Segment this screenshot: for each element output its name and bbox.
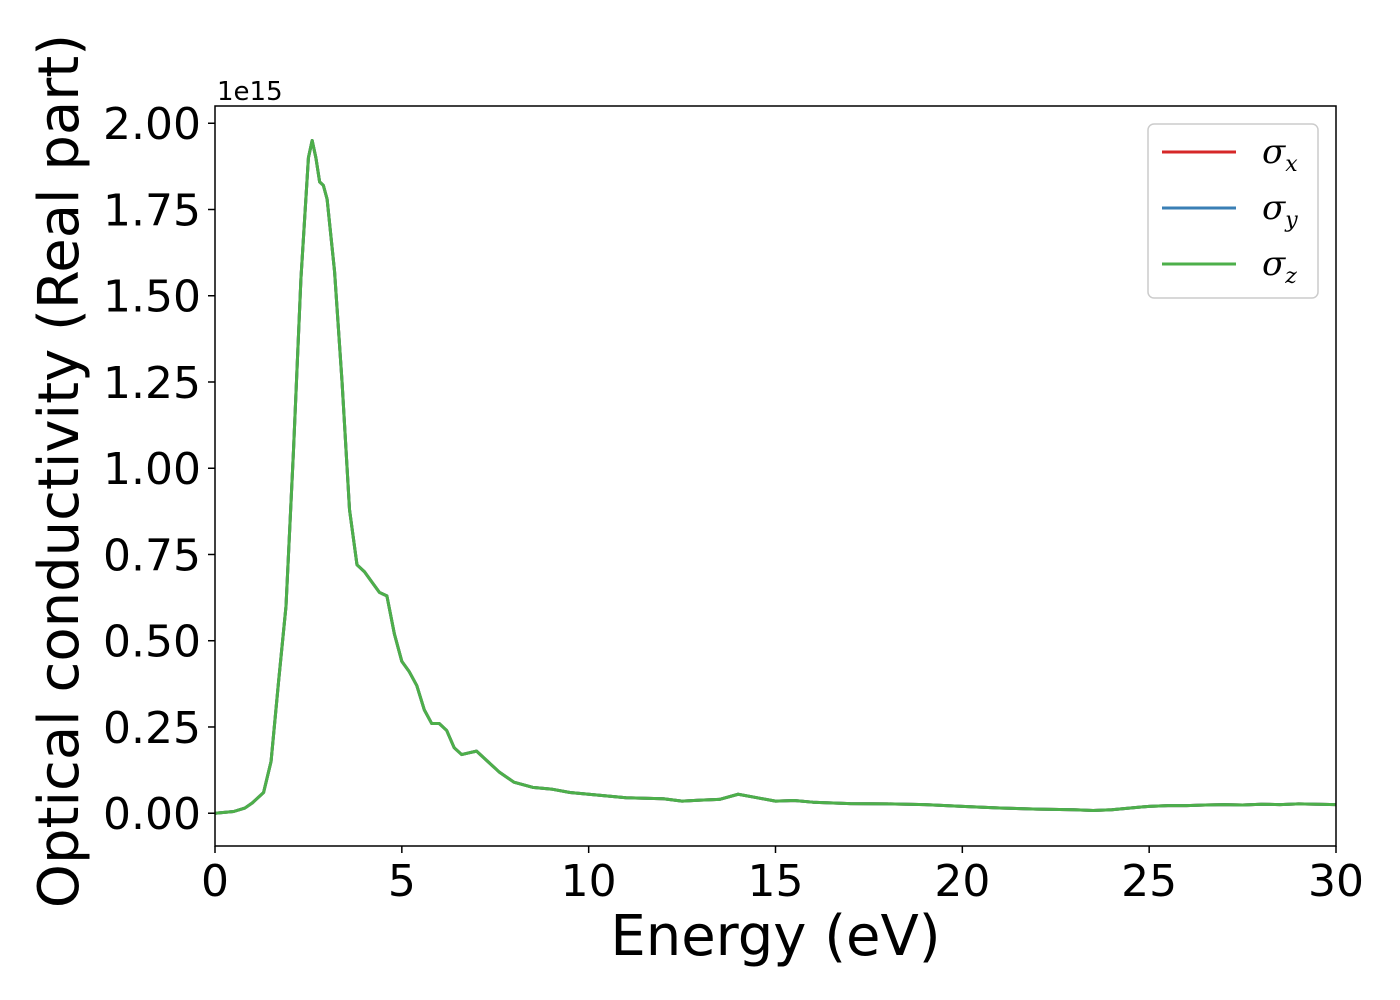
- legend-label-x: σx: [1262, 132, 1298, 177]
- y-tick-label: 0.00: [103, 789, 201, 840]
- x-tick-label: 30: [1308, 856, 1364, 907]
- legend-label-z: σz: [1262, 244, 1297, 289]
- x-tick-label: 0: [201, 856, 229, 907]
- x-tick-label: 15: [748, 856, 804, 907]
- y-tick-label: 0.75: [103, 530, 201, 581]
- x-axis-ticks: 0 5 10 15 20 25 30: [201, 846, 1364, 907]
- y-tick-label: 0.50: [103, 617, 201, 668]
- legend-label-y: σy: [1262, 188, 1298, 233]
- y-axis-label: Optical conductivity (Real part): [27, 34, 92, 908]
- x-axis-label: Energy (eV): [610, 904, 940, 969]
- y-tick-label: 1.75: [103, 185, 201, 236]
- series-line-z: [215, 139, 1336, 815]
- x-tick-label: 10: [561, 856, 617, 907]
- plot-area: [215, 139, 1336, 815]
- x-tick-label: 25: [1121, 856, 1177, 907]
- y-tick-label: 1.50: [103, 272, 201, 323]
- y-tick-label: 1.25: [103, 358, 201, 409]
- legend: σx σy σz: [1147, 123, 1319, 299]
- y-tick-label: 2.00: [103, 99, 201, 150]
- x-tick-label: 5: [388, 856, 416, 907]
- x-tick-label: 20: [934, 856, 990, 907]
- y-tick-label: 1.00: [103, 444, 201, 495]
- y-axis-ticks: 0.00 0.25 0.50 0.75 1.00 1.25 1.50 1.75 2.00: [103, 99, 215, 840]
- y-axis-offset-text: 1e15: [217, 77, 283, 107]
- legend-box: [1147, 123, 1319, 299]
- y-tick-label: 0.25: [103, 703, 201, 754]
